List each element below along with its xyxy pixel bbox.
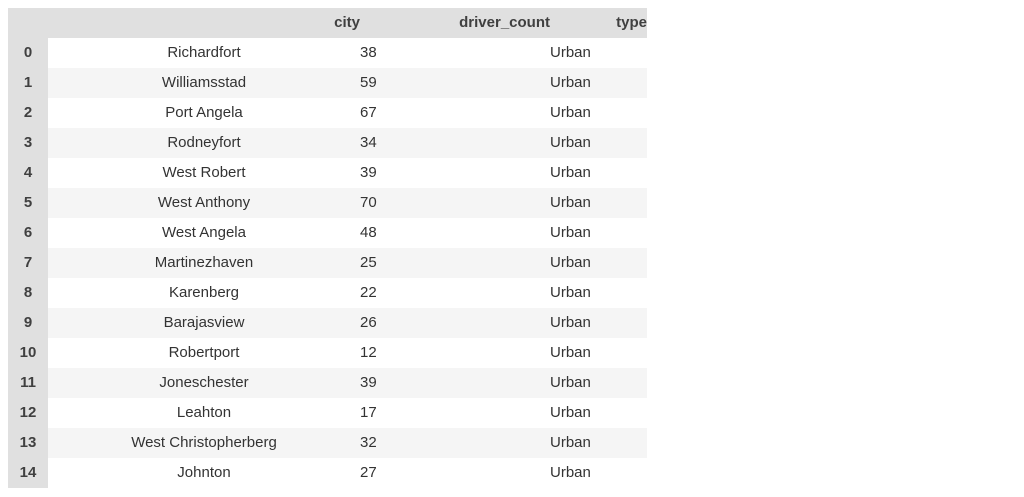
row-index: 13 <box>8 428 48 458</box>
cell-type: Urban <box>550 188 647 218</box>
cell-type: Urban <box>550 428 647 458</box>
row-index: 0 <box>8 38 48 68</box>
cell-driver-count: 70 <box>360 188 550 218</box>
cell-type: Urban <box>550 98 647 128</box>
cell-type: Urban <box>550 458 647 488</box>
table-row: 3 Rodneyfort 34 Urban <box>8 128 647 158</box>
cell-driver-count: 48 <box>360 218 550 248</box>
cell-type: Urban <box>550 158 647 188</box>
table-row: 5 West Anthony 70 Urban <box>8 188 647 218</box>
dataframe-table: city driver_count type 0 Richardfort 38 Urb… <box>8 8 647 488</box>
cell-driver-count: 22 <box>360 278 550 308</box>
row-index: 2 <box>8 98 48 128</box>
cell-type: Urban <box>550 128 647 158</box>
cell-driver-count: 59 <box>360 68 550 98</box>
header-row: city driver_count type <box>8 8 647 38</box>
cell-city: West Angela <box>48 218 360 248</box>
cell-city: Williamsstad <box>48 68 360 98</box>
row-index: 6 <box>8 218 48 248</box>
cell-type: Urban <box>550 398 647 428</box>
cell-city: West Christopherberg <box>48 428 360 458</box>
cell-type: Urban <box>550 38 647 68</box>
cell-driver-count: 67 <box>360 98 550 128</box>
cell-driver-count: 17 <box>360 398 550 428</box>
cell-city: Johnton <box>48 458 360 488</box>
column-header-city: city <box>48 8 360 38</box>
cell-type: Urban <box>550 308 647 338</box>
cell-city: Rodneyfort <box>48 128 360 158</box>
table-header: city driver_count type <box>8 8 647 38</box>
cell-driver-count: 26 <box>360 308 550 338</box>
cell-city: Joneschester <box>48 368 360 398</box>
row-index: 7 <box>8 248 48 278</box>
row-index: 1 <box>8 68 48 98</box>
table-row: 9 Barajasview 26 Urban <box>8 308 647 338</box>
cell-type: Urban <box>550 338 647 368</box>
table-row: 7 Martinezhaven 25 Urban <box>8 248 647 278</box>
cell-driver-count: 12 <box>360 338 550 368</box>
table-row: 14 Johnton 27 Urban <box>8 458 647 488</box>
table-row: 1 Williamsstad 59 Urban <box>8 68 647 98</box>
table-row: 10 Robertport 12 Urban <box>8 338 647 368</box>
cell-type: Urban <box>550 68 647 98</box>
table-row: 13 West Christopherberg 32 Urban <box>8 428 647 458</box>
table-row: 0 Richardfort 38 Urban <box>8 38 647 68</box>
row-index: 8 <box>8 278 48 308</box>
table-row: 12 Leahton 17 Urban <box>8 398 647 428</box>
row-index: 11 <box>8 368 48 398</box>
row-index: 4 <box>8 158 48 188</box>
index-header <box>8 8 48 38</box>
cell-city: Richardfort <box>48 38 360 68</box>
dataframe-container: city driver_count type 0 Richardfort 38 Urb… <box>8 8 647 488</box>
cell-city: Robertport <box>48 338 360 368</box>
cell-city: West Robert <box>48 158 360 188</box>
cell-type: Urban <box>550 368 647 398</box>
column-header-driver-count: driver_count <box>360 8 550 38</box>
cell-city: Barajasview <box>48 308 360 338</box>
row-index: 12 <box>8 398 48 428</box>
cell-driver-count: 32 <box>360 428 550 458</box>
row-index: 3 <box>8 128 48 158</box>
column-header-type: type <box>550 8 647 38</box>
table-row: 2 Port Angela 67 Urban <box>8 98 647 128</box>
cell-driver-count: 27 <box>360 458 550 488</box>
cell-city: Port Angela <box>48 98 360 128</box>
cell-type: Urban <box>550 218 647 248</box>
cell-driver-count: 25 <box>360 248 550 278</box>
cell-city: West Anthony <box>48 188 360 218</box>
row-index: 5 <box>8 188 48 218</box>
cell-driver-count: 38 <box>360 38 550 68</box>
cell-city: Karenberg <box>48 278 360 308</box>
cell-type: Urban <box>550 248 647 278</box>
table-row: 4 West Robert 39 Urban <box>8 158 647 188</box>
cell-driver-count: 34 <box>360 128 550 158</box>
row-index: 10 <box>8 338 48 368</box>
cell-city: Leahton <box>48 398 360 428</box>
cell-driver-count: 39 <box>360 158 550 188</box>
row-index: 14 <box>8 458 48 488</box>
cell-city: Martinezhaven <box>48 248 360 278</box>
row-index: 9 <box>8 308 48 338</box>
table-row: 6 West Angela 48 Urban <box>8 218 647 248</box>
table-row: 11 Joneschester 39 Urban <box>8 368 647 398</box>
table-row: 8 Karenberg 22 Urban <box>8 278 647 308</box>
table-body: 0 Richardfort 38 Urban 1 Williamsstad 59 Urban… <box>8 38 647 488</box>
cell-type: Urban <box>550 278 647 308</box>
cell-driver-count: 39 <box>360 368 550 398</box>
